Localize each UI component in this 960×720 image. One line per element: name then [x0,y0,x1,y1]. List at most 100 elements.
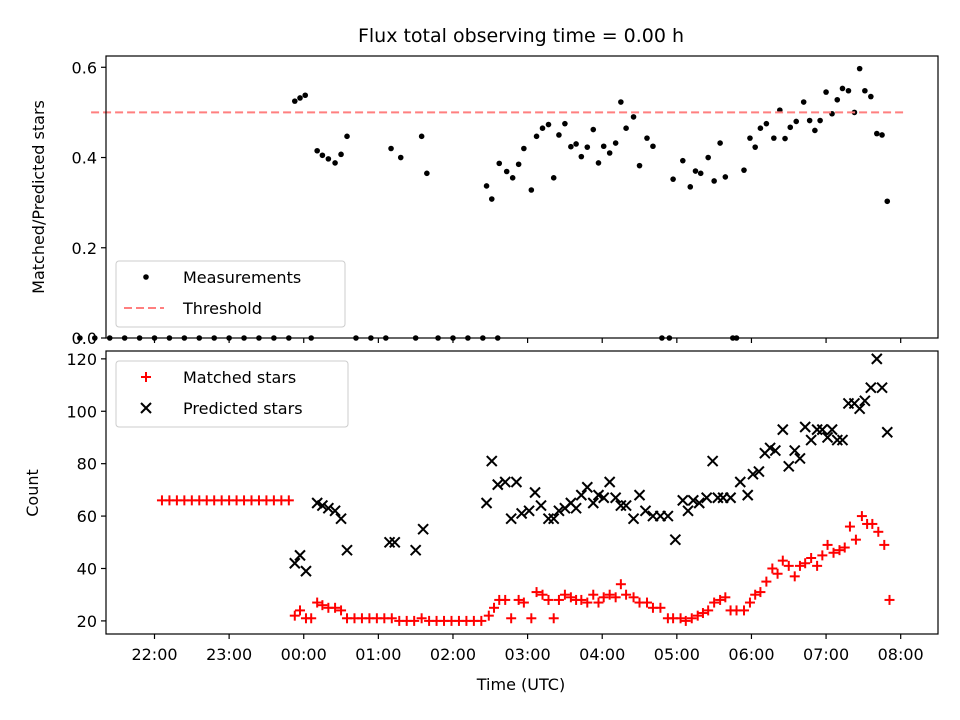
matched-stars-point [559,589,570,600]
y-tick-label: 80 [77,455,97,474]
matched-stars-point [879,539,890,550]
measurement-point [424,170,430,177]
predicted-stars-point [724,492,737,504]
x-stroke-b [712,492,724,504]
legend-box [115,260,346,328]
matched-stars-point [621,589,632,600]
predicted-stars-point [409,544,422,556]
measurement-point [344,133,350,140]
matched-stars-point [386,613,397,624]
predicted-stars-point [876,381,888,394]
legend-label: Matched stars [183,368,296,387]
measurement-point [845,87,852,94]
x-tick-label: 07:00 [803,645,849,664]
matched-stars-point [686,613,697,624]
matched-stars-point [744,597,755,608]
predicted-stars-point [865,381,877,394]
x-stroke-b [542,512,555,525]
measurement-point [782,135,788,142]
matched-stars-point [500,594,511,605]
predicted-stars-point [700,492,713,504]
matched-stars-point [476,615,487,626]
measurement-point [717,140,723,146]
top-panel: 0.0 0.2 0.4 0.6 Measurements Threshold [72,55,939,348]
matched-stars-point [409,615,420,626]
matched-stars-point [761,576,772,587]
measurement-point [584,144,591,150]
x-stroke-b [836,434,849,446]
x-stroke-b [669,533,682,546]
x-stroke-b [747,468,759,480]
predicted-stars-point [529,486,541,499]
matched-stars-point [582,597,593,608]
x-stroke-b [826,423,838,436]
x-stroke-b [769,444,782,457]
measurement-point [568,143,574,150]
predicted-stars-point [662,510,674,522]
predicted-stars-point [335,512,347,525]
predicted-stars-point [316,499,329,512]
x-stroke-b [570,502,582,514]
measurement-point [595,160,602,166]
measurement-point [856,65,863,72]
bottom-legend: Matched stars Predicted stars [115,360,349,428]
measurement-point [787,124,794,131]
x-stroke-b [742,489,754,501]
measurement-point [545,121,552,128]
predicted-stars-point [383,536,396,548]
x-stroke-b [777,423,789,436]
x-stroke-b [687,494,699,507]
predicted-stars-point [587,497,599,509]
measurement-point [722,174,729,180]
y-tick-label: 100 [66,402,97,421]
matched-stars-point [483,610,494,621]
measurement-point [874,130,880,137]
x-stroke-b [662,510,674,522]
x-stroke-b [805,434,817,446]
x-stroke-b [799,421,811,433]
x-tick-label: 01:00 [355,645,401,664]
legend-label: Threshold [182,299,262,318]
x-stroke-b [753,465,765,478]
measurement-point [839,85,846,92]
bottom-y-axis-label: Count [23,469,42,517]
x-stroke-b [831,434,843,446]
matched-stars-point [806,553,817,564]
measurement-point [705,154,711,161]
predicted-stars-point [581,481,593,493]
x-stroke-b [848,397,861,410]
matched-stars-point [828,547,839,558]
x-stroke-b [876,381,888,394]
y-tick-label: 0.2 [72,239,97,258]
measurement-point [618,99,624,105]
predicted-stars-point [510,476,523,488]
predicted-stars-point [682,505,694,517]
matched-stars-point [513,594,524,605]
measurement-point [302,92,309,99]
matched-stars-point [777,555,788,566]
predicted-stars-point [753,465,765,478]
matched-stars-point [543,594,554,605]
measurement-point [503,168,510,175]
predicted-stars-point [329,505,341,517]
predicted-stars-point [615,499,627,512]
predicted-stars-point [639,505,652,517]
x-tick-label: 22:00 [131,645,177,664]
matched-stars-point [289,610,300,621]
matched-stars-point [822,539,833,550]
measurement-point [397,154,404,161]
matched-stars-point [675,613,686,624]
measurement-point [757,125,764,131]
x-stroke-b [389,536,401,548]
predicted-stars-point [627,512,640,525]
predicted-stars-point [799,421,811,433]
measurement-point [868,93,874,100]
measurement-point [578,153,585,160]
matched-stars-point [709,597,720,608]
matched-stars-point [330,602,341,613]
x-stroke-b [499,476,511,488]
x-stroke-b [700,492,713,504]
matched-stars-point [317,600,328,611]
matched-stars-point [598,592,609,603]
predicted-stars-point [480,497,493,509]
